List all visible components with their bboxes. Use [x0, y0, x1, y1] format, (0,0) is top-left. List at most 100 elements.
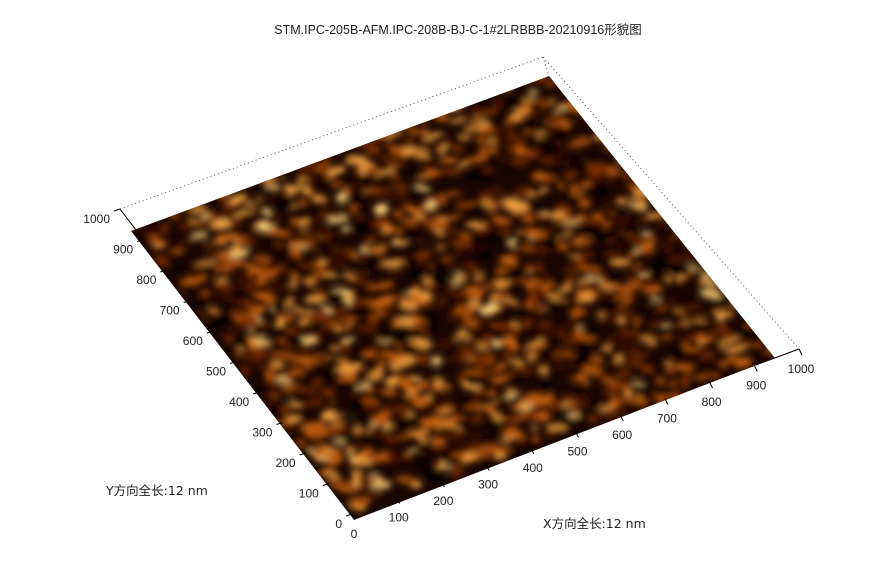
surface-pit: [451, 133, 460, 144]
surface-pit: [373, 356, 392, 362]
surface-pit: [206, 267, 217, 275]
surface-grain: [602, 387, 626, 395]
surface-grain: [479, 76, 491, 82]
x-tick-label: 800: [702, 395, 722, 409]
surface-pit: [523, 94, 541, 100]
surface-grain: [701, 239, 723, 246]
surface-grain: [599, 318, 613, 327]
surface-grain: [602, 221, 611, 229]
surface-grain: [275, 318, 285, 328]
surface-pit: [236, 304, 247, 312]
surface-grain: [670, 187, 682, 193]
surface-grain: [698, 252, 721, 258]
surface-grain: [284, 147, 305, 155]
surface-pit: [201, 318, 223, 330]
surface-pit: [279, 197, 295, 203]
surface-grain: [685, 210, 697, 220]
y-axis-label: Y方向全长:12 nm: [105, 483, 208, 498]
surface-grain: [216, 250, 231, 262]
surface-pit: [355, 372, 366, 381]
surface-grain: [295, 439, 306, 446]
surface-grain: [165, 193, 183, 205]
surface-pit: [575, 343, 591, 351]
surface-pit: [561, 358, 574, 365]
y-ticks: 0 100 200 300 400 500 600 700 800 900 1000: [83, 208, 353, 531]
surface-pit: [248, 198, 265, 206]
surface-grain: [374, 167, 397, 178]
surface-pit: [569, 158, 589, 169]
surface-grain: [421, 361, 431, 370]
surface-grain: [246, 346, 264, 356]
surface-pit: [471, 348, 488, 357]
surface-grain: [471, 153, 489, 163]
surface-grain: [602, 376, 621, 388]
surface-grain: [442, 398, 455, 406]
surface-pit: [514, 232, 531, 240]
surface-grain: [522, 410, 542, 417]
surface-pit: [225, 303, 238, 310]
surface-pit: [320, 137, 337, 144]
surface-grain: [303, 295, 327, 303]
surface-grain: [502, 351, 512, 361]
surface-grain: [733, 292, 757, 298]
surface-grain: [486, 404, 497, 415]
surface-grain: [530, 248, 547, 257]
surface-grain: [287, 375, 306, 381]
surface-grain: [742, 356, 752, 367]
y-tick-label: 500: [206, 365, 226, 379]
surface-pit: [607, 347, 623, 357]
surface-grain: [403, 219, 419, 226]
surface-pit: [573, 187, 595, 194]
surface-grain: [634, 235, 648, 243]
surface-grain: [264, 369, 275, 381]
surface-grain: [254, 291, 273, 300]
surface-pit: [395, 418, 407, 430]
surface-pit: [447, 287, 463, 294]
surface-grain: [683, 239, 696, 245]
surface-grain: [695, 334, 714, 343]
surface-pit: [554, 414, 572, 425]
surface-grain: [330, 180, 343, 189]
surface-grain: [374, 246, 386, 256]
surface-pit: [409, 170, 429, 177]
surface-pit: [612, 208, 628, 217]
surface-pit: [518, 326, 527, 335]
surface-grain: [671, 210, 687, 218]
surface-grain: [435, 246, 446, 251]
surface-grain: [438, 92, 456, 101]
surface-grain: [492, 279, 512, 289]
surface-pit: [713, 283, 732, 290]
surface-grain: [408, 293, 421, 302]
surface-pit: [716, 367, 728, 378]
surface-grain: [617, 155, 635, 165]
surface-grain: [722, 346, 743, 353]
surface-pit: [512, 131, 523, 139]
y-tick-mark: [229, 361, 237, 364]
surface-pit: [478, 437, 489, 446]
surface-grain: [332, 135, 349, 142]
surface-pit: [455, 460, 465, 467]
surface-grain: [274, 369, 286, 376]
surface-pit: [405, 415, 423, 425]
surface-grain: [556, 183, 567, 190]
surface-grain: [488, 201, 504, 209]
surface-grain: [300, 151, 315, 160]
surface-grain: [235, 274, 254, 286]
surface-grain: [467, 443, 480, 451]
surface-pit: [421, 440, 435, 452]
surface-grain: [502, 416, 523, 422]
surface-grain: [366, 374, 379, 381]
surface-pit: [571, 357, 591, 367]
surface-pit: [652, 190, 670, 201]
surface-pit: [358, 419, 371, 431]
surface-grain: [537, 110, 558, 117]
surface-grain: [327, 256, 348, 268]
surface-pit: [651, 253, 674, 262]
surface-grain: [651, 175, 670, 185]
surface-grain: [344, 155, 368, 165]
surface-grain: [627, 253, 638, 260]
surface-grain: [190, 232, 209, 240]
surface-grain: [499, 155, 514, 164]
surface-grain: [509, 358, 525, 366]
surface-pit: [376, 332, 396, 341]
